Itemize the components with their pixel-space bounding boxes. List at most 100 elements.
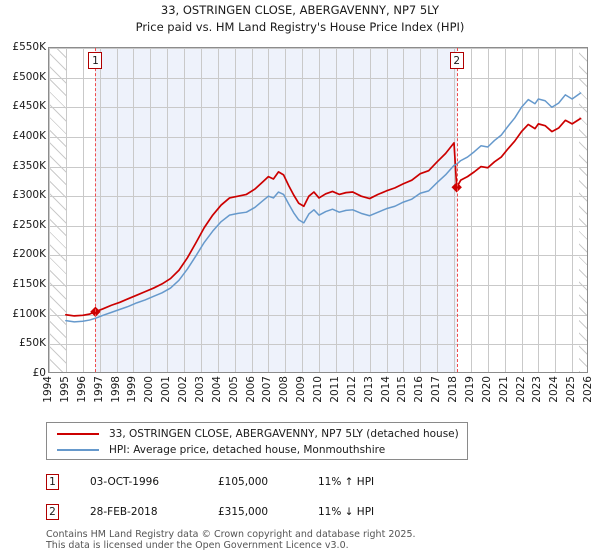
y-axis-tick-label: £550K: [12, 41, 46, 53]
x-axis-tick-label: 2004: [210, 376, 223, 403]
gridline-vertical: [234, 48, 236, 372]
sale-price: £105,000: [218, 476, 269, 488]
chart-legend: 33, OSTRINGEN CLOSE, ABERGAVENNY, NP7 5L…: [46, 422, 468, 460]
sale-marker-badge[interactable]: 2: [449, 52, 464, 69]
chart-series-layer: [65, 92, 582, 323]
chart-title-block: 33, OSTRINGEN CLOSE, ABERGAVENNY, NP7 5L…: [0, 2, 600, 36]
gridline-horizontal: [49, 166, 587, 168]
x-axis-tick-label: 1995: [58, 376, 71, 403]
sale-hpi-delta: 11% ↓ HPI: [318, 506, 375, 518]
legend-label-property: 33, OSTRINGEN CLOSE, ABERGAVENNY, NP7 5L…: [109, 428, 459, 440]
sale-date: 28-FEB-2018: [90, 506, 158, 518]
sale-badge: 1: [46, 474, 59, 490]
footer-line-1: Contains HM Land Registry data © Crown c…: [46, 529, 416, 540]
gridline-horizontal: [49, 225, 587, 227]
gridline-vertical: [538, 48, 540, 372]
gridline-vertical: [184, 48, 185, 372]
gridline-vertical: [251, 48, 253, 372]
y-axis-tick-label: £50K: [19, 337, 46, 350]
gridline-vertical: [470, 48, 472, 372]
sale-date: 03-OCT-1996: [90, 476, 159, 488]
x-axis-tick-label: 2010: [312, 376, 324, 403]
gridline-vertical: [65, 48, 67, 372]
y-axis: £0 £50K £100K £150K £200K £250K £300K £350K £400…: [0, 0, 46, 420]
gridline-vertical: [335, 48, 337, 372]
x-axis-tick-label: 2019: [463, 376, 476, 403]
sale-marker-badge[interactable]: 1: [88, 52, 103, 69]
sale-price: £315,000: [218, 506, 269, 518]
gridline-horizontal: [49, 107, 587, 109]
gridline-vertical: [133, 48, 135, 372]
legend-swatch-hpi: [57, 449, 99, 451]
gridline-vertical: [200, 48, 202, 372]
y-axis-tick-label: £400K: [12, 129, 46, 142]
x-axis-tick-label: 1999: [126, 376, 139, 403]
footer-line-2: This data is licensed under the Open Gov…: [46, 540, 349, 551]
gridline-vertical: [386, 48, 388, 372]
legend-label-hpi: HPI: Average price, detached house, Monm…: [109, 444, 386, 456]
x-axis-tick-label: 2016: [413, 376, 426, 403]
gridline-vertical: [268, 48, 270, 372]
gridline-vertical: [167, 48, 169, 372]
x-axis-tick-label: 1998: [109, 376, 122, 403]
gridline-vertical: [504, 48, 506, 372]
y-axis-tick-label: £450K: [12, 100, 46, 113]
y-axis-tick-label: £150K: [12, 278, 46, 291]
x-axis-tick-label: 2003: [193, 376, 206, 403]
x-axis-tick-label: 2022: [514, 376, 527, 403]
x-axis-tick-label: 2015: [396, 376, 409, 403]
gridline-vertical: [437, 48, 439, 372]
sale-marker-vline: [95, 48, 97, 372]
gridline-vertical: [49, 48, 50, 372]
gridline-vertical: [302, 48, 304, 372]
x-axis-tick-label: 2002: [177, 376, 189, 403]
x-axis-tick-label: 2014: [379, 376, 392, 403]
gridline-vertical: [217, 48, 219, 372]
gridline-horizontal: [49, 255, 587, 257]
gridline-vertical: [99, 48, 101, 372]
x-axis: 1994 1995 1996 1997 1998 1999 2000 2001 2002 2003…: [42, 376, 594, 416]
x-axis-tick-label: 2011: [328, 376, 341, 403]
legend-item-property[interactable]: 33, OSTRINGEN CLOSE, ABERGAVENNY, NP7 5L…: [47, 426, 467, 442]
gridline-vertical: [369, 48, 371, 372]
x-axis-tick-label: 2012: [345, 376, 358, 403]
x-axis-tick-label: 2026: [582, 376, 594, 403]
x-axis-tick-label: 2009: [295, 376, 308, 403]
x-axis-tick-label: 2025: [565, 376, 578, 403]
y-axis-tick-label: £250K: [12, 218, 46, 231]
sale-hpi-delta: 11% ↑ HPI: [318, 476, 375, 488]
gridline-horizontal: [49, 77, 587, 79]
gridline-vertical: [82, 48, 84, 372]
gridline-vertical: [420, 48, 422, 372]
x-axis-tick-label: 1997: [92, 376, 105, 403]
x-axis-tick-label: 2006: [244, 376, 257, 403]
x-axis-tick-label: 2008: [278, 376, 291, 403]
y-axis-tick-label: £350K: [12, 159, 46, 172]
gridline-vertical: [403, 48, 405, 372]
series-line-hpi: [65, 92, 582, 323]
sale-record-row[interactable]: 1 03-OCT-1996 £105,000 11% ↑ HPI: [46, 474, 476, 490]
sale-badge: 2: [46, 504, 59, 520]
series-line-property: [65, 117, 582, 317]
gridline-horizontal: [49, 136, 587, 138]
sale-record-row[interactable]: 2 28-FEB-2018 £315,000 11% ↓ HPI: [46, 504, 476, 520]
gridline-vertical: [454, 48, 455, 372]
y-axis-tick-label: £0: [32, 367, 46, 379]
gridline-vertical: [521, 48, 523, 372]
x-axis-tick-label: 2021: [497, 376, 510, 403]
gridline-vertical: [572, 48, 574, 372]
legend-item-hpi[interactable]: HPI: Average price, detached house, Monm…: [47, 442, 467, 458]
y-axis-tick-label: £500K: [12, 70, 46, 83]
x-axis-tick-label: 2001: [160, 376, 173, 403]
page-subtitle: Price paid vs. HM Land Registry's House …: [135, 20, 465, 34]
x-axis-tick-label: 1996: [75, 376, 88, 403]
x-axis-tick-label: 2007: [261, 376, 274, 403]
x-axis-tick-label: 2013: [362, 376, 375, 403]
gridline-vertical: [150, 48, 152, 372]
x-axis-tick-label: 2018: [447, 376, 459, 403]
x-axis-tick-label: 1994: [42, 376, 54, 403]
y-axis-tick-label: £300K: [12, 189, 46, 202]
gridline-vertical: [319, 48, 320, 372]
gridline-vertical: [285, 48, 287, 372]
